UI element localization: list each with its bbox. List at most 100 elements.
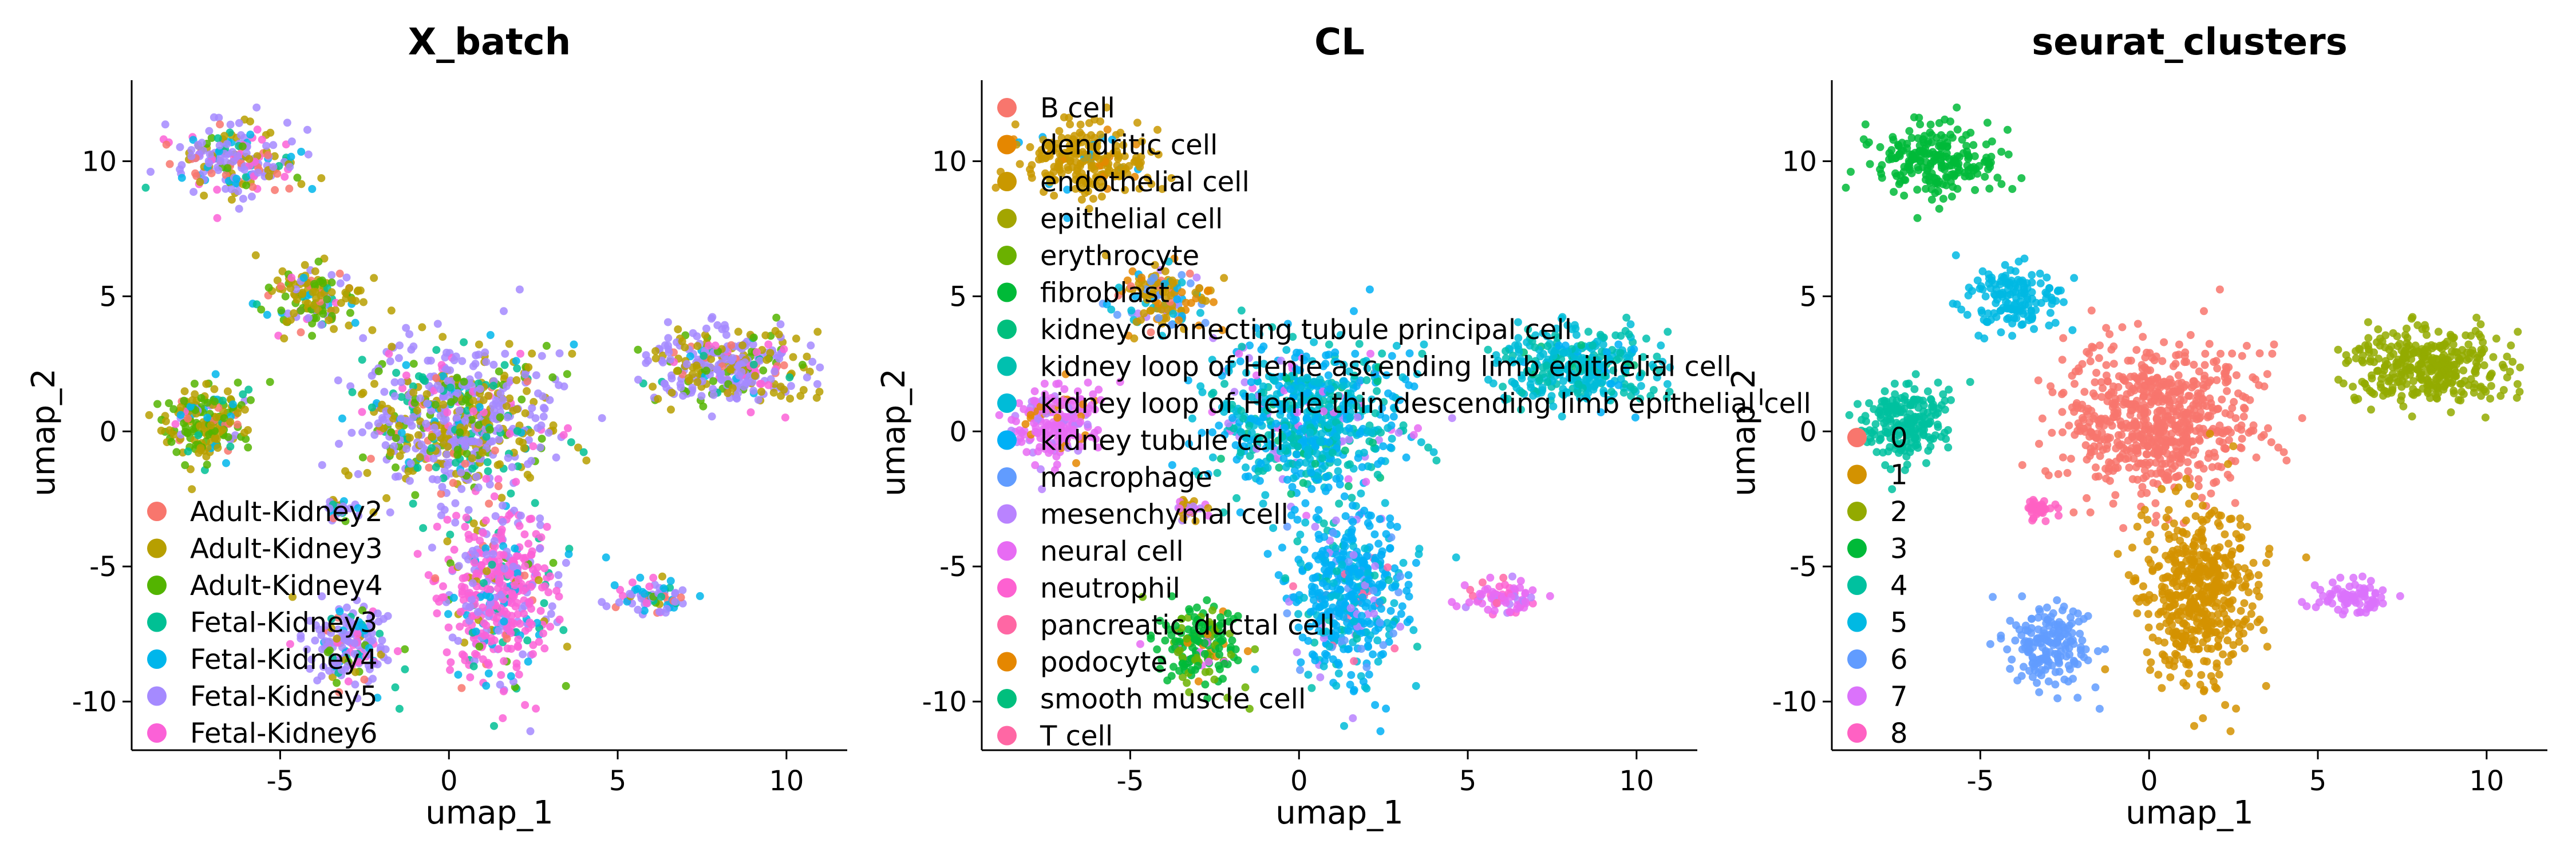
cell-point	[1325, 421, 1333, 430]
cell-point	[358, 356, 366, 364]
cell-point	[481, 516, 490, 525]
cell-point	[1389, 629, 1397, 638]
cell-point	[544, 588, 553, 597]
cell-point	[1344, 461, 1352, 470]
legend-swatch	[997, 282, 1017, 302]
cell-point	[1398, 602, 1406, 610]
cell-point	[495, 424, 503, 432]
cell-point	[443, 460, 452, 469]
cell-point	[188, 485, 196, 494]
cell-point	[1198, 296, 1207, 304]
cell-point	[246, 131, 255, 139]
cell-point	[409, 388, 418, 397]
y-tick-label: -5	[89, 551, 117, 583]
cell-point	[441, 415, 450, 424]
cell-point	[496, 680, 504, 689]
cell-point	[311, 267, 319, 275]
cell-point	[519, 586, 528, 595]
cell-point	[287, 273, 296, 282]
legend-swatch	[997, 726, 1017, 746]
cell-point	[432, 346, 441, 354]
cell-point	[334, 376, 342, 385]
cell-point	[542, 341, 551, 350]
cell-point	[562, 681, 570, 690]
cell-point	[469, 662, 478, 671]
cell-point	[439, 582, 447, 590]
cell-point	[461, 522, 469, 531]
cell-point	[1303, 446, 1312, 454]
cell-point	[708, 313, 717, 321]
cell-point	[1390, 599, 1398, 608]
cell-point	[342, 294, 350, 303]
cell-point	[536, 545, 544, 553]
cell-point	[1412, 681, 1420, 690]
x-tick-label: 0	[1290, 765, 1308, 797]
legend-item: smooth muscle cell	[997, 683, 1306, 715]
cell-point	[766, 349, 775, 357]
cell-point	[499, 518, 507, 526]
cell-point	[436, 385, 445, 393]
cell-point	[771, 326, 780, 335]
cell-point	[297, 328, 305, 337]
cell-point	[567, 438, 575, 447]
cell-point	[655, 608, 663, 616]
cell-point	[227, 195, 236, 204]
cell-point	[464, 530, 473, 539]
cell-point	[446, 366, 455, 375]
cell-point	[317, 321, 326, 329]
cell-point	[439, 393, 448, 401]
cell-point	[446, 383, 455, 392]
cell-point	[1289, 582, 1297, 590]
y-axis-title: umap_2	[875, 368, 912, 497]
cell-point	[234, 187, 242, 195]
y-tick-label: 5	[949, 281, 967, 313]
cell-point	[396, 452, 404, 460]
cell-point	[1571, 324, 1580, 333]
cell-point	[481, 348, 489, 357]
cell-point	[1032, 423, 1040, 432]
cell-point	[559, 431, 568, 439]
cell-point	[414, 372, 423, 380]
cell-point	[815, 388, 824, 396]
cell-point	[516, 620, 524, 628]
cell-point	[1371, 562, 1380, 570]
cell-point	[368, 629, 376, 637]
cell-point	[490, 636, 499, 645]
cell-point	[495, 367, 503, 376]
cell-point	[1322, 472, 1331, 481]
cell-point	[1213, 468, 1222, 477]
cell-point	[1294, 443, 1302, 451]
cell-point	[803, 352, 811, 361]
cell-point	[172, 448, 181, 456]
cell-point	[1508, 572, 1516, 581]
cell-point	[482, 432, 491, 441]
cell-point	[1325, 643, 1334, 651]
cell-point	[468, 464, 477, 473]
cell-point	[1521, 597, 1530, 606]
cell-point	[697, 392, 706, 400]
cell-point	[479, 579, 488, 588]
cell-point	[220, 414, 228, 423]
cell-point	[361, 626, 369, 635]
cell-point	[1017, 438, 1026, 446]
cell-point	[1390, 644, 1399, 653]
cell-point	[370, 431, 379, 439]
cell-point	[1304, 671, 1313, 679]
cell-point	[489, 381, 497, 390]
y-tick-label: 10	[82, 146, 117, 178]
cell-point	[1231, 645, 1240, 653]
cell-point	[507, 612, 516, 620]
cell-point	[634, 605, 642, 614]
cell-point	[574, 443, 582, 452]
cell-point	[1242, 463, 1250, 472]
cell-point	[1396, 622, 1405, 631]
legend-label: epithelial cell	[1040, 203, 1223, 235]
cell-point	[523, 377, 532, 385]
cell-point	[1614, 340, 1623, 349]
cell-point	[555, 349, 564, 357]
legend-swatch	[997, 208, 1017, 228]
cell-point	[508, 556, 517, 565]
cell-point	[499, 687, 508, 696]
cell-point	[497, 528, 505, 537]
cell-point	[746, 408, 755, 416]
